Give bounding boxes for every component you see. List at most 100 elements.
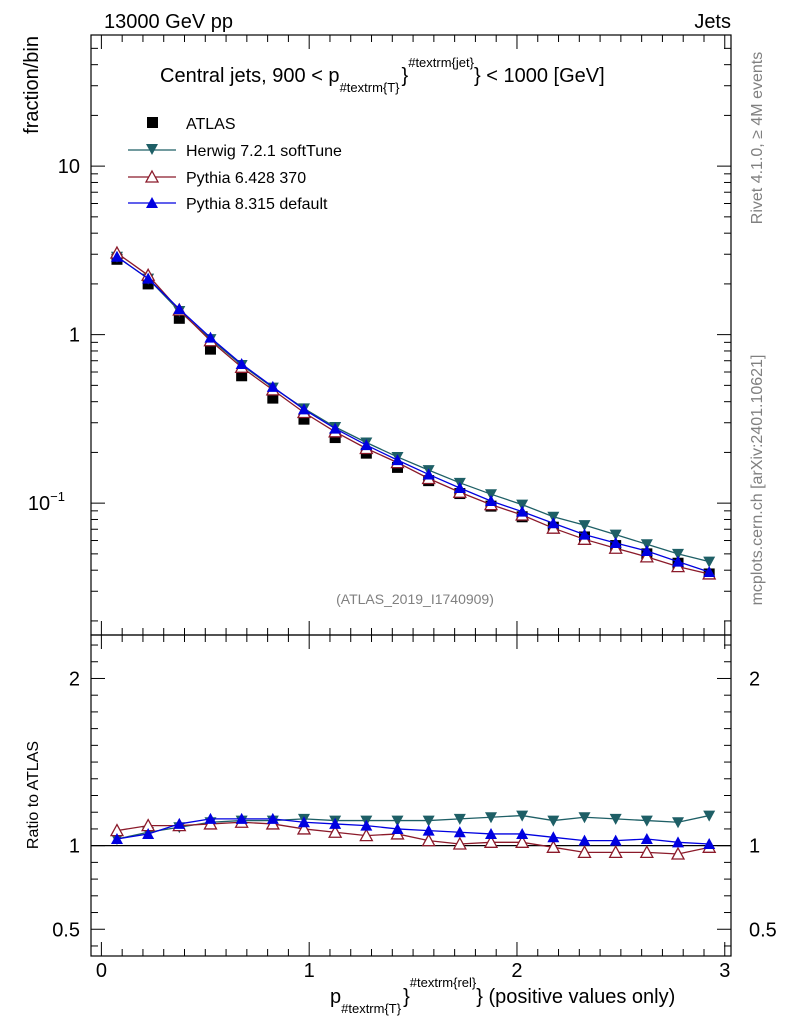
data-point-herwig-7-2-1-softtune [453,813,466,825]
ratio-right-tick-label-2: 2 [749,668,760,690]
legend-label-herwig: Herwig 7.2.1 softTune [186,143,342,160]
data-point-pythia-8-315-default [204,331,217,343]
data-point-pythia-6-428-370 [452,836,467,850]
data-point-pythia-8-315-default [703,566,716,578]
ratio-right-tick-label-0.5: 0.5 [749,919,777,941]
data-point-pythia-8-315-default [235,812,248,824]
data-point-pythia-8-315-default [609,834,622,846]
data-point-pythia-8-315-default [640,544,653,556]
data-point-atlas [298,413,310,425]
data-point-pythia-8-315-default [578,528,591,540]
data-point-pythia-6-428-370 [483,834,499,848]
data-point-pythia-6-428-370 [546,839,561,853]
main-axis-ticks [91,34,731,635]
data-point-herwig-7-2-1-softtune [609,529,622,541]
data-point-pythia-6-428-370 [515,834,530,848]
data-point-pythia-8-315-default [235,357,248,369]
data-point-pythia-6-428-370 [639,844,654,858]
series-line-pythia-6-428-370 [116,252,710,575]
data-point-herwig-7-2-1-softtune [422,815,435,827]
data-point-pythia-8-315-default [453,481,466,493]
legend-marker-atlas [147,117,158,128]
mcplots-url-label: mcplots.cern.ch [arXiv:2401.10621] [749,355,766,606]
title-tail: } < 1000 [GeV] [474,65,605,87]
data-point-pythia-8-315-default [110,250,123,262]
series-line-pythia-8-315-default [116,256,710,573]
data-point-pythia-8-315-default [142,827,155,839]
legend-label-atlas: ATLAS [186,116,236,133]
main-y-tick-label-10: 10 [58,156,80,178]
ratio-plot-frame [90,634,732,957]
legend-label-pythia8: Pythia 8.315 default [186,196,328,213]
data-point-pythia-8-315-default [297,816,310,828]
data-point-pythia-8-315-default [173,302,186,314]
data-point-pythia-8-315-default [329,422,342,434]
data-point-pythia-8-315-default [516,505,529,517]
data-point-pythia-6-428-370 [359,828,374,842]
title-brace: } [402,65,409,87]
legend-marker-pythia8 [146,197,158,208]
data-point-pythia-8-315-default [578,834,591,846]
data-point-herwig-7-2-1-softtune [640,539,653,551]
data-point-herwig-7-2-1-softtune [485,812,497,824]
xlabel-superscript: #textrm{rel} [410,975,477,990]
data-point-atlas [173,312,185,324]
xlabel-subscript: #textrm{T} [341,1001,402,1016]
data-point-atlas [204,343,216,355]
data-point-herwig-7-2-1-softtune [672,548,685,560]
data-point-herwig-7-2-1-softtune [578,812,591,824]
main-series-group [109,245,717,580]
title-superscript: #textrm{jet} [408,55,474,70]
data-point-pythia-6-428-370 [577,844,592,858]
main-y-tick-label-1: 1 [69,325,80,347]
data-point-herwig-7-2-1-softtune [516,499,529,511]
data-point-pythia-8-315-default [422,824,435,836]
data-point-pythia-8-315-default [609,537,622,549]
data-point-pythia-6-428-370 [639,549,654,563]
data-point-herwig-7-2-1-softtune [485,489,497,501]
data-point-herwig-7-2-1-softtune [703,810,716,822]
ratio-y-axis-label: Ratio to ATLAS [25,741,42,849]
legend-marker-herwig [146,144,158,155]
series-line-herwig-7-2-1-softtune [116,256,710,563]
data-point-pythia-8-315-default [485,827,497,839]
title-main: Central jets, 900 < p [160,65,340,87]
x-tick-label-1: 1 [304,960,315,982]
data-point-pythia-6-428-370 [296,821,312,835]
data-point-pythia-8-315-default [360,819,373,831]
x-tick-label-3: 3 [719,960,730,982]
header-left: 13000 GeV pp [104,11,233,33]
y-tick-base: 10 [28,493,50,515]
data-point-pythia-8-315-default [453,826,466,838]
main-y-axis-label: fraction/bin [21,36,43,134]
legend-label-pythia6: Pythia 6.428 370 [186,170,306,187]
ratio-series-group [109,810,717,860]
data-point-pythia-8-315-default [142,272,155,284]
data-point-herwig-7-2-1-softtune [640,815,653,827]
rivet-version-label: Rivet 4.1.0, ≥ 4M events [749,52,766,224]
data-point-pythia-8-315-default [672,836,685,848]
data-point-pythia-8-315-default [297,403,310,415]
ratio-y-tick-label-2: 2 [69,668,80,690]
data-point-pythia-8-315-default [640,832,653,844]
data-point-pythia-8-315-default [360,439,373,451]
data-point-pythia-8-315-default [266,380,279,392]
header-right: Jets [694,11,731,33]
data-point-herwig-7-2-1-softtune [609,813,622,825]
analysis-label: (ATLAS_2019_I1740909) [336,591,494,607]
data-point-pythia-8-315-default [391,454,404,466]
data-point-pythia-8-315-default [422,468,435,480]
data-point-pythia-8-315-default [703,837,716,849]
y-tick-exponent: −1 [50,489,65,504]
x-tick-label-0: 0 [96,960,107,982]
series-line-pythia-8-315-default [116,818,710,845]
data-point-pythia-6-428-370 [421,833,436,847]
data-point-pythia-8-315-default [391,822,404,834]
data-point-atlas [236,370,248,382]
data-point-pythia-8-315-default [173,817,186,829]
data-point-pythia-8-315-default [266,812,279,824]
xlabel-tail: } (positive values only) [476,986,675,1008]
data-point-pythia-8-315-default [516,827,529,839]
data-point-herwig-7-2-1-softtune [547,815,560,827]
